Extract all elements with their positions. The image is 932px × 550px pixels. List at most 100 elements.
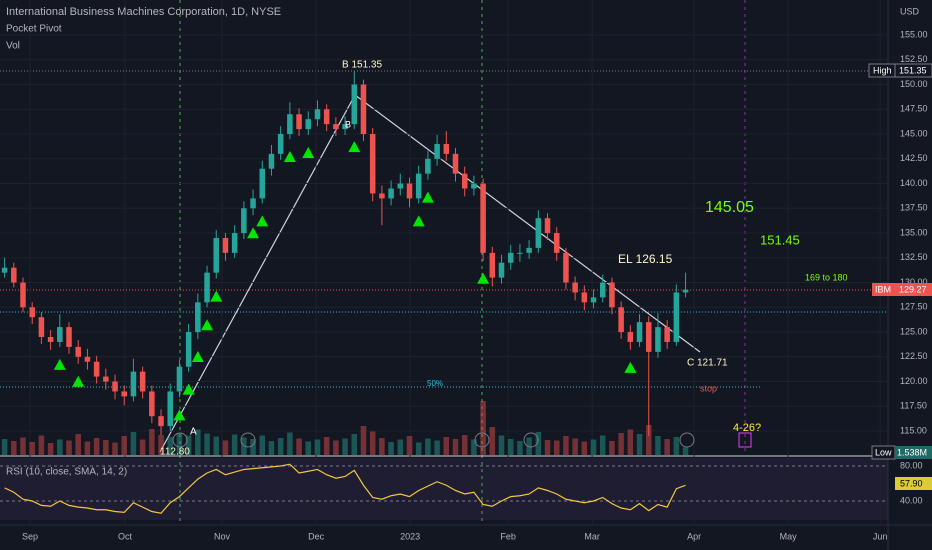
rsi-band	[0, 458, 888, 520]
candle-body	[618, 307, 624, 333]
y-tick-label: 137.50	[900, 203, 928, 213]
candle-body	[415, 173, 422, 199]
label: 1.538M	[897, 447, 927, 457]
candle-body	[388, 188, 394, 199]
volume-bar	[167, 437, 173, 455]
volume-bar	[388, 442, 394, 455]
x-tick-label: Apr	[687, 531, 701, 541]
candle-body	[231, 233, 238, 253]
label: 151.35	[899, 65, 927, 75]
volume-bar	[231, 434, 238, 455]
annotation: 145.05	[705, 199, 754, 216]
candle-body	[636, 322, 643, 342]
pocket-pivot	[624, 361, 637, 373]
candle-body	[498, 262, 505, 278]
event-icon	[679, 432, 695, 448]
pocket-pivot	[53, 358, 66, 370]
volume-bar	[517, 441, 523, 455]
y-tick-label: 152.50	[900, 54, 928, 64]
candle-body	[149, 391, 155, 417]
volume-bar	[544, 440, 551, 455]
candle-body	[461, 173, 468, 189]
title: International Business Machines Corporat…	[6, 6, 281, 18]
annotation: 50%	[427, 379, 443, 388]
candle-body	[296, 114, 302, 130]
pocket-pivot	[173, 409, 186, 421]
candle-body	[369, 134, 376, 194]
event-icon	[172, 432, 188, 448]
candle-body	[176, 366, 183, 392]
volume-bar	[112, 442, 118, 455]
y-tick-label: 120.00	[900, 376, 928, 386]
event-icons	[172, 432, 752, 448]
candle-body	[425, 158, 431, 174]
y-tick-label: 145.00	[900, 128, 928, 138]
x-tick-label: Dec	[308, 531, 325, 541]
indicator: RSI (10, close, SMA, 14, 2)	[6, 467, 127, 478]
candle-body	[195, 302, 201, 333]
y-tick-label: 117.50	[900, 401, 927, 411]
volume-bar	[590, 439, 597, 455]
volume-bar	[20, 437, 26, 455]
candle-body	[277, 134, 284, 154]
candle-body	[627, 332, 634, 342]
texts: International Business Machines Corporat…	[6, 6, 932, 490]
label-box	[895, 283, 932, 296]
label: High	[873, 65, 892, 75]
volume-bar	[66, 440, 72, 455]
x-tick-label: Jun	[873, 531, 888, 541]
candle-body	[185, 332, 192, 367]
candle-body	[259, 168, 266, 199]
annotation: 151.45	[760, 232, 800, 247]
candle-body	[204, 272, 210, 303]
candle-body	[158, 416, 164, 427]
candle-body	[599, 282, 606, 298]
annotation: 112.80	[160, 447, 190, 458]
volume-bar	[195, 429, 201, 455]
volume-bar	[268, 441, 275, 455]
volume-bar	[618, 433, 624, 455]
volume-bar	[213, 436, 220, 455]
x-tick-label: Sep	[22, 531, 38, 541]
grid	[0, 0, 888, 525]
volume-bar	[397, 439, 404, 455]
volume-bar	[480, 401, 486, 455]
candle-body	[47, 336, 54, 342]
candle-body	[222, 237, 229, 253]
volume-bar	[103, 440, 109, 455]
volume-bar	[149, 429, 155, 455]
x-tick-label: Feb	[500, 531, 516, 541]
candle-body	[590, 297, 597, 303]
volume-bar	[185, 435, 192, 455]
indicator: Vol	[6, 41, 20, 52]
pocket-pivot	[412, 215, 425, 227]
candle-body	[167, 391, 173, 427]
rsi-tick-label: 80.00	[900, 460, 923, 470]
candle-body	[471, 183, 477, 189]
candle-body	[480, 183, 486, 253]
candle-body	[84, 356, 91, 362]
pocket-pivot	[421, 191, 434, 203]
volume-bar	[176, 433, 183, 455]
pocket-pivot	[210, 290, 223, 302]
rsi-tick-label: 40.00	[900, 495, 923, 505]
volume-bar	[314, 439, 321, 455]
event-icon	[240, 432, 256, 448]
candle-body	[314, 109, 321, 120]
volume-bar	[57, 439, 63, 455]
volume-bar	[29, 442, 35, 455]
pocket-pivot	[191, 350, 204, 362]
annotation: A	[190, 427, 197, 438]
y-tick-label: 130.00	[900, 277, 928, 287]
y-tick-label: 142.50	[900, 153, 928, 163]
candle-body	[103, 376, 109, 382]
annotation: B 151.35	[342, 60, 382, 71]
candle-body	[241, 208, 247, 234]
candle-body	[379, 193, 385, 199]
candle-body	[517, 252, 523, 254]
volume-bar	[75, 434, 81, 455]
candle-body	[544, 218, 551, 234]
x-tick-label: May	[780, 531, 798, 541]
candle-body	[397, 183, 404, 189]
annotation: EL 126.15	[618, 252, 673, 266]
